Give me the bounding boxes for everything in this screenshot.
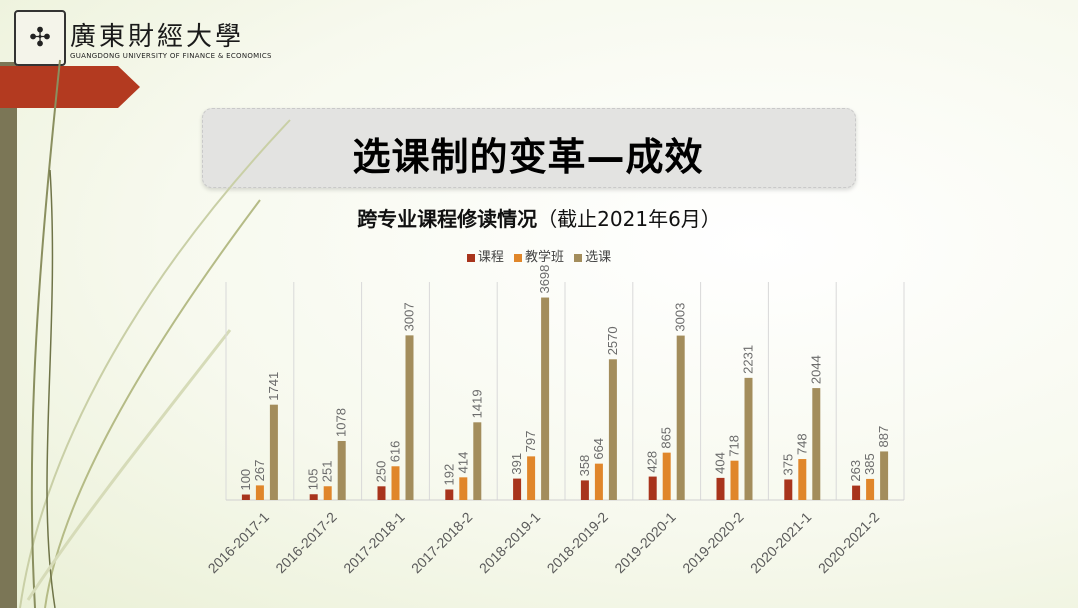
bar-1-0 bbox=[255, 485, 264, 500]
bar-1-9 bbox=[866, 478, 875, 500]
data-label-0-8: 375 bbox=[780, 454, 795, 476]
chart-title: 跨专业课程修读情况（截止2021年6月） bbox=[0, 203, 1078, 232]
decorative-curves bbox=[19, 59, 291, 608]
bar-1-1 bbox=[323, 486, 332, 500]
chart-title-note: （截止2021年6月） bbox=[537, 207, 721, 231]
data-label-2-6: 3003 bbox=[673, 303, 688, 332]
data-label-0-5: 358 bbox=[577, 455, 592, 477]
bar-1-2 bbox=[391, 466, 400, 500]
bar-0-5 bbox=[580, 480, 589, 500]
red-ribbon-arrow bbox=[0, 66, 140, 108]
data-label-1-3: 414 bbox=[455, 452, 470, 474]
bar-0-2 bbox=[377, 486, 386, 500]
x-tick-label-4: 2018-2019-1 bbox=[476, 509, 544, 577]
bar-1-5 bbox=[594, 463, 603, 500]
x-tick-label-6: 2019-2020-1 bbox=[611, 509, 679, 577]
legend-swatch-courses bbox=[466, 253, 475, 262]
university-name-en: GUANGDONG UNIVERSITY OF FINANCE & ECONOM… bbox=[70, 52, 272, 60]
x-tick-label-5: 2018-2019-2 bbox=[544, 509, 612, 577]
bar-2-8 bbox=[812, 388, 821, 500]
bar-1-4 bbox=[527, 456, 536, 500]
data-label-1-1: 251 bbox=[320, 461, 335, 483]
data-label-1-2: 616 bbox=[388, 441, 403, 463]
data-label-1-6: 865 bbox=[659, 427, 674, 449]
legend-swatch-classes bbox=[513, 253, 522, 262]
bar-2-4 bbox=[541, 297, 550, 500]
slide-title: 选课制的变革—成效 bbox=[352, 135, 704, 179]
x-tick-label-8: 2020-2021-1 bbox=[747, 509, 815, 577]
data-label-1-4: 797 bbox=[523, 431, 538, 453]
data-label-2-9: 887 bbox=[876, 426, 891, 448]
data-label-0-6: 428 bbox=[645, 451, 660, 473]
bar-2-7 bbox=[744, 377, 753, 500]
bar-2-0 bbox=[269, 404, 278, 500]
bar-2-3 bbox=[473, 422, 482, 500]
data-label-0-7: 404 bbox=[713, 452, 728, 474]
chart-title-main: 跨专业课程修读情况 bbox=[357, 207, 538, 231]
x-tick-label-0: 2016-2017-1 bbox=[205, 509, 273, 577]
bar-1-6 bbox=[662, 452, 671, 500]
bar-2-6 bbox=[676, 335, 685, 500]
data-label-2-0: 1741 bbox=[266, 372, 281, 401]
x-tick-label-2: 2017-2018-1 bbox=[340, 509, 408, 577]
legend-label-enrollments: 选课 bbox=[585, 250, 612, 265]
bar-0-8 bbox=[784, 479, 793, 500]
bar-0-6 bbox=[648, 476, 657, 500]
bar-0-7 bbox=[716, 477, 725, 500]
data-label-2-4: 3698 bbox=[537, 265, 552, 294]
bar-0-3 bbox=[445, 489, 454, 500]
data-label-1-7: 718 bbox=[727, 435, 742, 457]
legend-item-courses: 课程 bbox=[466, 246, 504, 265]
bar-0-1 bbox=[309, 494, 318, 500]
legend-swatch-enrollments bbox=[574, 253, 583, 262]
data-label-0-0: 100 bbox=[238, 469, 253, 491]
left-accent-bar bbox=[0, 62, 17, 608]
legend-item-enrollments: 选课 bbox=[574, 246, 611, 265]
legend-label-courses: 课程 bbox=[477, 250, 504, 265]
x-tick-label-3: 2017-2018-2 bbox=[408, 509, 476, 577]
data-label-2-5: 2570 bbox=[605, 326, 620, 355]
x-tick-label-7: 2019-2020-2 bbox=[679, 509, 747, 577]
data-label-2-7: 2231 bbox=[741, 345, 756, 374]
data-label-0-3: 192 bbox=[441, 464, 456, 486]
legend-item-classes: 教学班 bbox=[513, 246, 564, 265]
bar-0-4 bbox=[513, 478, 522, 500]
chart-legend: 课程 教学班 选课 bbox=[0, 246, 1078, 265]
university-seal-icon: ✣ bbox=[14, 10, 66, 66]
data-label-1-5: 664 bbox=[591, 438, 606, 460]
data-label-1-0: 267 bbox=[252, 460, 267, 482]
bar-1-7 bbox=[730, 460, 739, 500]
data-label-0-4: 391 bbox=[509, 453, 524, 475]
university-logo: ✣ 廣東財經大學 GUANGDONG UNIVERSITY OF FINANCE… bbox=[14, 10, 272, 66]
bar-1-8 bbox=[798, 459, 807, 500]
bar-0-0 bbox=[241, 494, 250, 500]
data-label-2-2: 3007 bbox=[402, 302, 417, 331]
bar-2-5 bbox=[608, 359, 617, 500]
data-label-2-1: 1078 bbox=[334, 408, 349, 437]
bar-0-9 bbox=[852, 485, 861, 500]
data-label-2-3: 1419 bbox=[469, 389, 484, 418]
bar-2-2 bbox=[405, 335, 414, 500]
data-label-1-9: 385 bbox=[862, 453, 877, 475]
data-label-0-2: 250 bbox=[374, 461, 389, 483]
x-tick-label-9: 2020-2021-2 bbox=[815, 509, 883, 577]
data-label-1-8: 748 bbox=[794, 433, 809, 455]
legend-label-classes: 教学班 bbox=[524, 250, 564, 265]
data-label-0-1: 105 bbox=[306, 469, 321, 491]
data-label-2-8: 2044 bbox=[808, 355, 823, 384]
title-box bbox=[202, 108, 856, 188]
bar-2-9 bbox=[880, 451, 889, 500]
bar-2-1 bbox=[337, 440, 346, 500]
data-label-0-9: 263 bbox=[848, 460, 863, 482]
x-tick-label-1: 2016-2017-2 bbox=[272, 509, 340, 577]
university-name-cn: 廣東財經大學 bbox=[70, 22, 245, 52]
bar-1-3 bbox=[459, 477, 468, 500]
